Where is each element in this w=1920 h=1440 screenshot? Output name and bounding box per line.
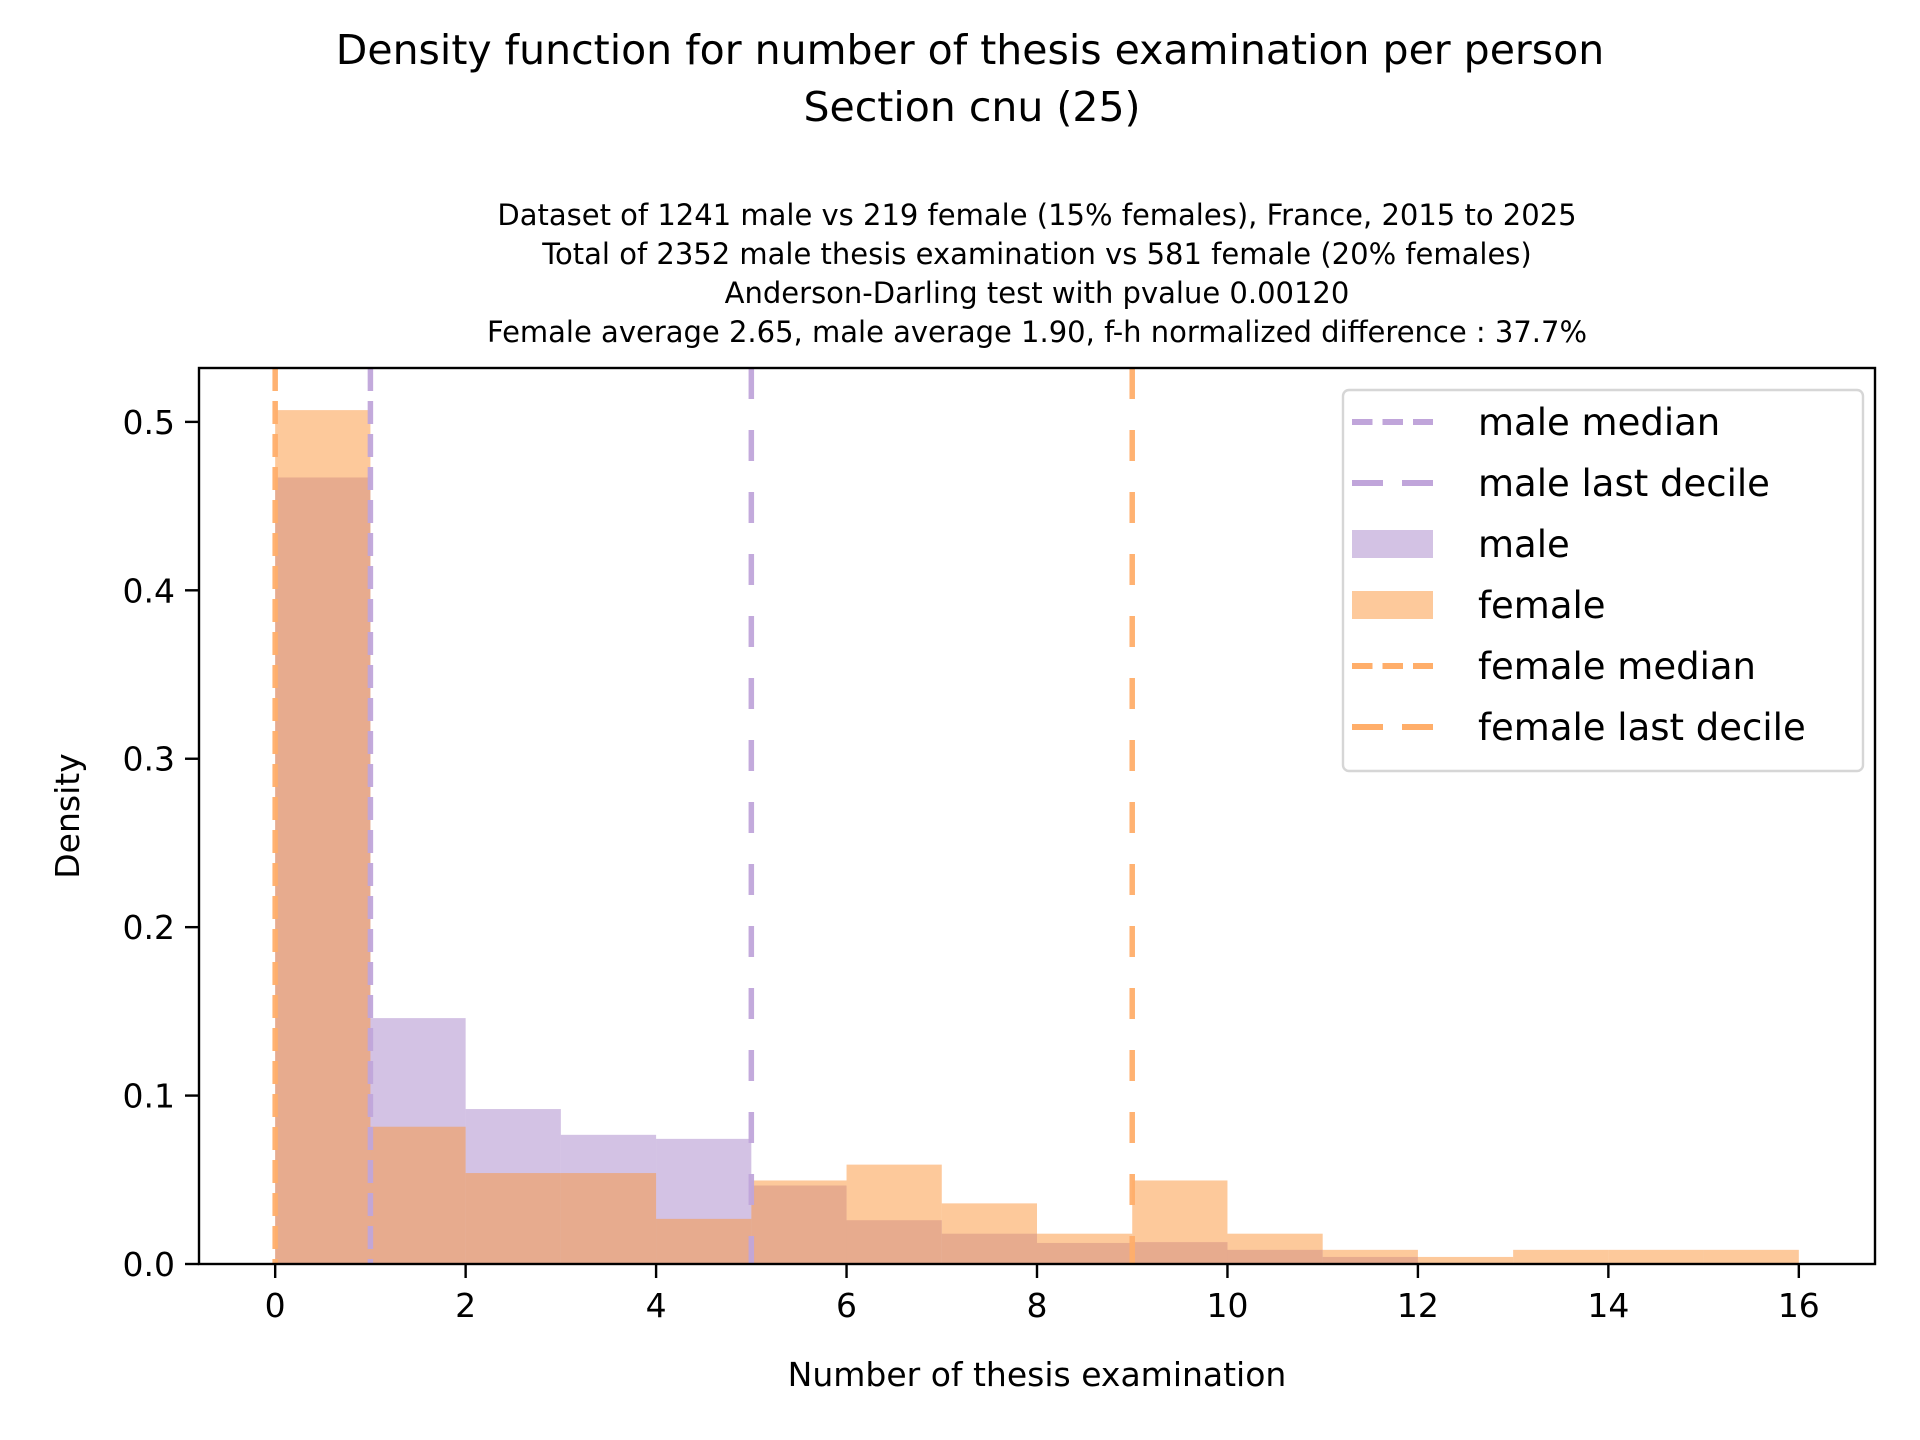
legend-item-female-last-decile: female last decile xyxy=(1352,706,1806,749)
y-tick-label: 0.1 xyxy=(123,1077,175,1116)
x-tick-label: 16 xyxy=(1778,1286,1820,1325)
legend-label: male median xyxy=(1478,401,1720,444)
x-tick-label: 10 xyxy=(1206,1286,1248,1325)
female-bar xyxy=(656,1218,752,1264)
legend-label: female xyxy=(1478,584,1606,627)
female-bar xyxy=(1227,1233,1323,1264)
female-bar xyxy=(1608,1249,1704,1264)
y-tick-label: 0.0 xyxy=(123,1245,175,1284)
x-axis-ticks: 0 2 4 6 8 10 12 14 16 xyxy=(265,1264,1820,1325)
legend-item-male: male xyxy=(1352,523,1570,566)
legend-label: female last decile xyxy=(1478,706,1806,749)
female-bar xyxy=(1513,1249,1609,1264)
y-axis-label: Density xyxy=(48,753,87,878)
x-tick-label: 14 xyxy=(1587,1286,1629,1325)
chart-title: Density function for number of thesis ex… xyxy=(336,26,1604,74)
subtitle-line: Anderson-Darling test with pvalue 0.0012… xyxy=(725,276,1350,310)
female-bar xyxy=(941,1203,1037,1264)
subtitle-line: Total of 2352 male thesis examination vs… xyxy=(541,237,1531,271)
legend-frame xyxy=(1341,388,1865,773)
female-bar xyxy=(1417,1256,1514,1264)
y-tick-label: 0.3 xyxy=(123,740,175,779)
female-bar xyxy=(1132,1180,1228,1264)
female-bar xyxy=(1322,1249,1418,1264)
legend-item-male-median: male median xyxy=(1352,401,1720,444)
legend-swatch xyxy=(1352,591,1433,619)
y-axis-ticks: 0.0 0.1 0.2 0.3 0.4 0.5 xyxy=(123,403,199,1284)
female-bar xyxy=(275,410,371,1265)
legend-swatch xyxy=(1352,530,1433,558)
legend-item-female-median: female median xyxy=(1352,645,1756,688)
female-bar xyxy=(465,1173,561,1264)
x-tick-label: 4 xyxy=(646,1286,667,1325)
female-bar xyxy=(370,1126,466,1264)
reference-lines xyxy=(272,368,1135,1264)
female-bar xyxy=(846,1164,942,1264)
y-tick-label: 0.2 xyxy=(123,908,175,947)
female-bar xyxy=(751,1180,847,1264)
subtitle-line: Female average 2.65, male average 1.90, … xyxy=(487,315,1587,349)
legend-label: male last decile xyxy=(1478,462,1770,505)
y-tick-label: 0.5 xyxy=(123,403,175,442)
x-tick-label: 6 xyxy=(836,1286,857,1325)
legend-label: female median xyxy=(1478,645,1756,688)
chart-subtitle: Dataset of 1241 male vs 219 female (15% … xyxy=(487,198,1587,349)
legend-label: male xyxy=(1478,523,1570,566)
female-bar xyxy=(1703,1249,1799,1264)
legend-item-female: female xyxy=(1352,584,1606,627)
female-histogram xyxy=(275,410,1799,1265)
x-tick-label: 8 xyxy=(1027,1286,1048,1325)
subtitle-line: Dataset of 1241 male vs 219 female (15% … xyxy=(497,198,1576,232)
x-tick-label: 2 xyxy=(455,1286,476,1325)
female-bar xyxy=(1037,1233,1133,1264)
chart-title-line2: Section cnu (25) xyxy=(803,83,1140,131)
legend-item-male-last-decile: male last decile xyxy=(1352,462,1770,505)
x-tick-label: 0 xyxy=(265,1286,286,1325)
x-tick-label: 12 xyxy=(1397,1286,1439,1325)
female-bar xyxy=(560,1173,657,1264)
y-tick-label: 0.4 xyxy=(123,571,175,610)
legend: male median male last decile male female fem… xyxy=(1341,388,1865,773)
x-axis-label: Number of thesis examination xyxy=(788,1355,1287,1394)
